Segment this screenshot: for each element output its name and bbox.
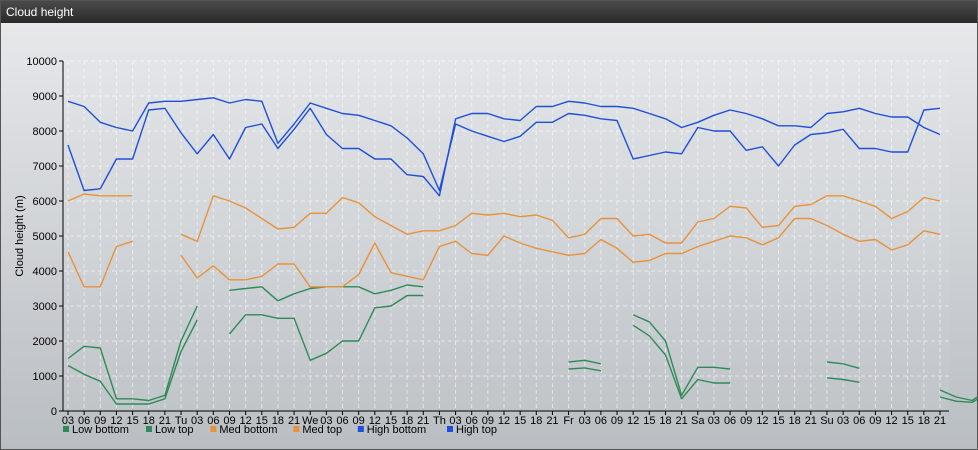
x-tick-label: We (302, 415, 318, 427)
x-tick-label: 06 (336, 415, 348, 427)
x-tick-label: 09 (740, 415, 752, 427)
legend-swatch (63, 426, 69, 432)
x-tick-label: 18 (918, 415, 930, 427)
legend-label: Med bottom (219, 424, 277, 436)
y-tick-label: 1000 (33, 371, 57, 383)
x-tick-label: 21 (546, 415, 558, 427)
x-tick-label: 12 (885, 415, 897, 427)
x-tick-label: 09 (611, 415, 623, 427)
x-tick-label: Tu (175, 415, 187, 427)
x-tick-label: 15 (772, 415, 784, 427)
x-tick-label: 12 (756, 415, 768, 427)
x-tick-label: 15 (256, 415, 268, 427)
x-tick-label: 15 (514, 415, 526, 427)
legend-label: Med top (302, 424, 342, 436)
legend-label: Low bottom (72, 424, 129, 436)
x-tick-label: 15 (385, 415, 397, 427)
y-tick-label: 5000 (33, 231, 57, 243)
x-tick-label: 18 (401, 415, 413, 427)
x-tick-label: 21 (934, 415, 946, 427)
x-tick-label: Su (820, 415, 833, 427)
x-tick-label: 09 (223, 415, 235, 427)
x-tick-label: Th (433, 415, 446, 427)
x-tick-label: 12 (369, 415, 381, 427)
x-tick-label: 18 (659, 415, 671, 427)
legend-swatch (210, 426, 217, 432)
x-tick-label: 15 (643, 415, 655, 427)
x-tick-label: 12 (498, 415, 510, 427)
x-tick-label: 06 (466, 415, 478, 427)
x-tick-label: 03 (320, 415, 332, 427)
legend-swatch (146, 426, 152, 432)
x-tick-label: 21 (676, 415, 688, 427)
x-tick-label: 03 (62, 415, 74, 427)
x-tick-label: 18 (789, 415, 801, 427)
legend-swatch (447, 426, 453, 432)
y-tick-label: 10000 (26, 56, 57, 68)
y-tick-label: 9000 (33, 91, 57, 103)
x-tick-label: Fr (563, 415, 574, 427)
x-tick-label: 06 (724, 415, 736, 427)
series-line-med-top (67, 193, 941, 244)
x-tick-label: 21 (417, 415, 429, 427)
series-line-high-bottom (67, 100, 941, 197)
series-line-med-bottom (67, 217, 941, 288)
legend-label: Low top (155, 424, 194, 436)
legend-swatch (293, 426, 300, 432)
x-tick-label: 15 (126, 415, 138, 427)
x-tick-label: 09 (94, 415, 106, 427)
x-tick-label: 12 (627, 415, 639, 427)
window-title: Cloud height (6, 5, 74, 19)
x-tick-label: 21 (805, 415, 817, 427)
y-tick-label: 0 (51, 406, 57, 418)
x-tick-label: 06 (853, 415, 865, 427)
plot-area: 0 1000 2000 3000 4000 5000 6000 7000 8000 9000 100… (1, 23, 977, 449)
x-tick-label: 03 (579, 415, 591, 427)
x-tick-label: 18 (143, 415, 155, 427)
x-tick-label: 03 (449, 415, 461, 427)
x-tick-label: 18 (272, 415, 284, 427)
legend-swatch (357, 426, 364, 432)
x-tick-label: 03 (191, 415, 203, 427)
x-tick-label: 03 (708, 415, 720, 427)
y-tick-label: 3000 (33, 301, 57, 313)
x-tick-label: 12 (240, 415, 252, 427)
y-tick-label: 2000 (33, 336, 57, 348)
x-tick-label: 06 (595, 415, 607, 427)
x-tick-label: Sa (691, 415, 705, 427)
y-tick-label: 8000 (33, 126, 57, 138)
x-tick-label: 21 (159, 415, 171, 427)
x-tick-label: 09 (482, 415, 494, 427)
series-line-high-top (67, 97, 941, 192)
x-tick-label: 18 (530, 415, 542, 427)
x-tick-label: 09 (353, 415, 365, 427)
x-tick-label: 21 (288, 415, 300, 427)
window-title-bar: Cloud height (1, 1, 977, 23)
legend-label: High top (456, 424, 497, 436)
x-tick-label: 06 (78, 415, 90, 427)
x-tick-label: 09 (869, 415, 881, 427)
y-tick-label: 7000 (33, 161, 57, 173)
y-tick-label: 4000 (33, 266, 57, 278)
y-tick-label: 6000 (33, 196, 57, 208)
legend-label: High bottom (367, 424, 426, 436)
x-tick-label: 03 (837, 415, 849, 427)
x-tick-label: 12 (110, 415, 122, 427)
x-tick-label: 06 (207, 415, 219, 427)
series-line-low-bottom (67, 294, 977, 405)
y-axis-label: Cloud height (m) (14, 195, 26, 276)
cloud-height-chart: 0 1000 2000 3000 4000 5000 6000 7000 8000 9000 100… (14, 56, 977, 436)
x-tick-label: 15 (902, 415, 914, 427)
